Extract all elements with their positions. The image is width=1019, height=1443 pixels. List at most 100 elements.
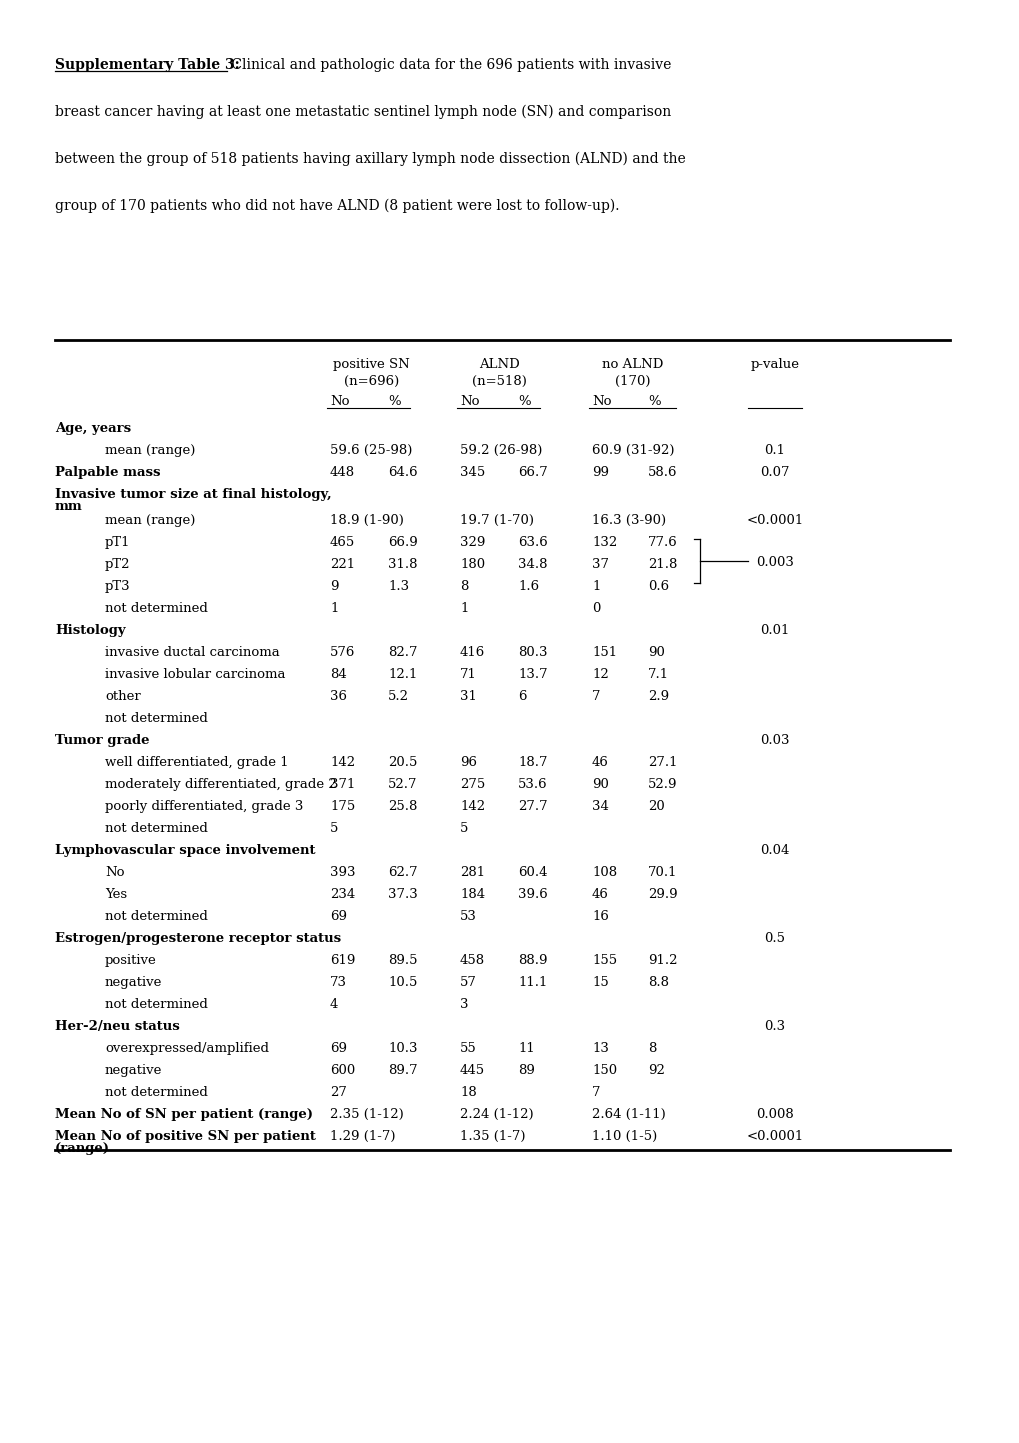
Text: 60.9 (31-92): 60.9 (31-92) <box>591 444 674 457</box>
Text: Histology: Histology <box>55 623 125 636</box>
Text: 19.7 (1-70): 19.7 (1-70) <box>460 514 534 527</box>
Text: 11.1: 11.1 <box>518 975 547 988</box>
Text: 89: 89 <box>518 1063 534 1076</box>
Text: 2.9: 2.9 <box>647 690 668 703</box>
Text: 0.04: 0.04 <box>759 844 789 857</box>
Text: 46: 46 <box>591 887 608 900</box>
Text: positive: positive <box>105 954 157 967</box>
Text: 416: 416 <box>460 646 485 659</box>
Text: %: % <box>387 395 400 408</box>
Text: pT1: pT1 <box>105 535 130 548</box>
Text: 142: 142 <box>330 756 355 769</box>
Text: 20: 20 <box>647 799 664 812</box>
Text: 0.1: 0.1 <box>764 444 785 457</box>
Text: 71: 71 <box>460 668 477 681</box>
Text: 175: 175 <box>330 799 355 812</box>
Text: (n=696): (n=696) <box>343 375 398 388</box>
Text: 18: 18 <box>460 1087 476 1100</box>
Text: 1.35 (1-7): 1.35 (1-7) <box>460 1130 525 1143</box>
Text: invasive ductal carcinoma: invasive ductal carcinoma <box>105 646 279 659</box>
Text: 36: 36 <box>330 690 346 703</box>
Text: 84: 84 <box>330 668 346 681</box>
Text: 80.3: 80.3 <box>518 646 547 659</box>
Text: 64.6: 64.6 <box>387 466 417 479</box>
Text: %: % <box>647 395 660 408</box>
Text: other: other <box>105 690 141 703</box>
Text: positive SN: positive SN <box>333 358 410 371</box>
Text: 13.7: 13.7 <box>518 668 547 681</box>
Text: Mean No of SN per patient (range): Mean No of SN per patient (range) <box>55 1108 313 1121</box>
Text: 55: 55 <box>460 1042 476 1055</box>
Text: (n=518): (n=518) <box>471 375 526 388</box>
Text: Age, years: Age, years <box>55 421 131 434</box>
Text: 234: 234 <box>330 887 355 900</box>
Text: 7: 7 <box>591 1087 600 1100</box>
Text: 99: 99 <box>591 466 608 479</box>
Text: 281: 281 <box>460 866 485 879</box>
Text: 31.8: 31.8 <box>387 558 417 571</box>
Text: 1.29 (1-7): 1.29 (1-7) <box>330 1130 395 1143</box>
Text: 0.01: 0.01 <box>759 623 789 636</box>
Text: 46: 46 <box>591 756 608 769</box>
Text: 329: 329 <box>460 535 485 548</box>
Text: 69: 69 <box>330 911 346 924</box>
Text: 1.10 (1-5): 1.10 (1-5) <box>591 1130 656 1143</box>
Text: 10.3: 10.3 <box>387 1042 417 1055</box>
Text: (170): (170) <box>614 375 650 388</box>
Text: No: No <box>330 395 350 408</box>
Text: 96: 96 <box>460 756 477 769</box>
Text: 20.5: 20.5 <box>387 756 417 769</box>
Text: 0.008: 0.008 <box>755 1108 793 1121</box>
Text: 9: 9 <box>330 580 338 593</box>
Text: Lymphovascular space involvement: Lymphovascular space involvement <box>55 844 315 857</box>
Text: 91.2: 91.2 <box>647 954 677 967</box>
Text: 53: 53 <box>460 911 477 924</box>
Text: 345: 345 <box>460 466 485 479</box>
Text: 60.4: 60.4 <box>518 866 547 879</box>
Text: 155: 155 <box>591 954 616 967</box>
Text: pT2: pT2 <box>105 558 130 571</box>
Text: 0.5: 0.5 <box>764 932 785 945</box>
Text: not determined: not determined <box>105 1087 208 1100</box>
Text: 2.35 (1-12): 2.35 (1-12) <box>330 1108 404 1121</box>
Text: 57: 57 <box>460 975 477 988</box>
Text: 53.6: 53.6 <box>518 778 547 791</box>
Text: 62.7: 62.7 <box>387 866 417 879</box>
Text: 63.6: 63.6 <box>518 535 547 548</box>
Text: between the group of 518 patients having axillary lymph node dissection (ALND) a: between the group of 518 patients having… <box>55 152 685 166</box>
Text: 445: 445 <box>460 1063 485 1076</box>
Text: 70.1: 70.1 <box>647 866 677 879</box>
Text: 31: 31 <box>460 690 477 703</box>
Text: Mean No of positive SN per patient: Mean No of positive SN per patient <box>55 1130 316 1143</box>
Text: 0.6: 0.6 <box>647 580 668 593</box>
Text: 1: 1 <box>591 580 600 593</box>
Text: 142: 142 <box>460 799 485 812</box>
Text: invasive lobular carcinoma: invasive lobular carcinoma <box>105 668 285 681</box>
Text: 5: 5 <box>330 823 338 835</box>
Text: No: No <box>105 866 124 879</box>
Text: 576: 576 <box>330 646 355 659</box>
Text: 37: 37 <box>591 558 608 571</box>
Text: 88.9: 88.9 <box>518 954 547 967</box>
Text: No: No <box>460 395 479 408</box>
Text: 15: 15 <box>591 975 608 988</box>
Text: 29.9: 29.9 <box>647 887 677 900</box>
Text: 27.7: 27.7 <box>518 799 547 812</box>
Text: 77.6: 77.6 <box>647 535 677 548</box>
Text: 82.7: 82.7 <box>387 646 417 659</box>
Text: No: No <box>591 395 611 408</box>
Text: 16: 16 <box>591 911 608 924</box>
Text: Yes: Yes <box>105 887 127 900</box>
Text: 27.1: 27.1 <box>647 756 677 769</box>
Text: overexpressed/amplified: overexpressed/amplified <box>105 1042 269 1055</box>
Text: 89.5: 89.5 <box>387 954 417 967</box>
Text: not determined: not determined <box>105 823 208 835</box>
Text: well differentiated, grade 1: well differentiated, grade 1 <box>105 756 288 769</box>
Text: Clinical and pathologic data for the 696 patients with invasive: Clinical and pathologic data for the 696… <box>227 58 671 72</box>
Text: 10.5: 10.5 <box>387 975 417 988</box>
Text: 393: 393 <box>330 866 356 879</box>
Text: 89.7: 89.7 <box>387 1063 417 1076</box>
Text: 27: 27 <box>330 1087 346 1100</box>
Text: 18.9 (1-90): 18.9 (1-90) <box>330 514 404 527</box>
Text: 37.3: 37.3 <box>387 887 418 900</box>
